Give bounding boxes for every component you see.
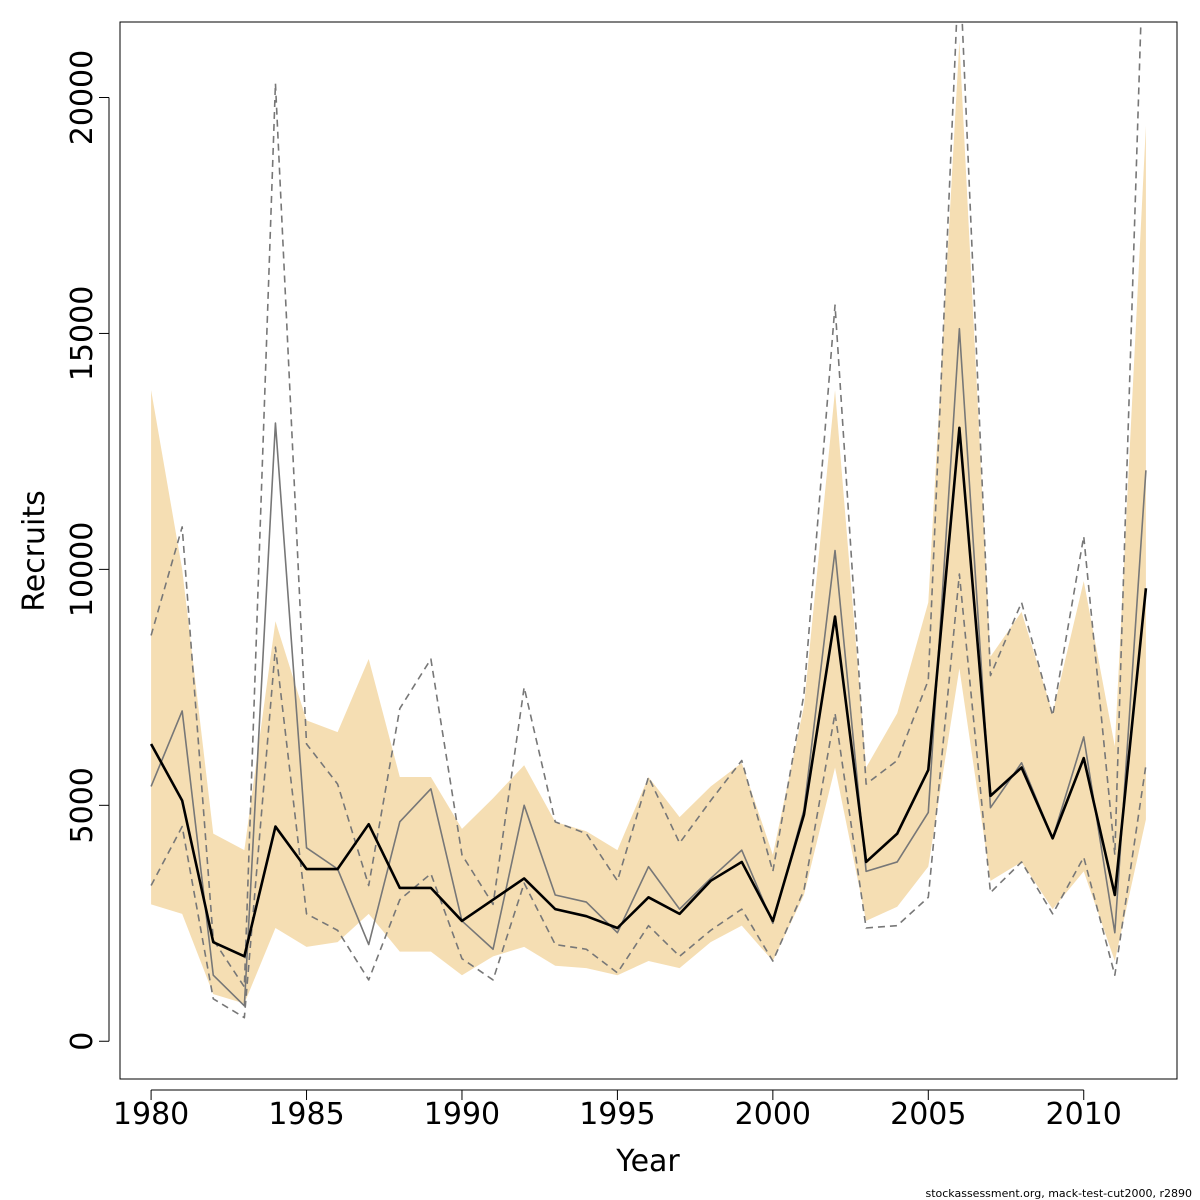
plot-area: [149, 22, 1148, 1019]
dashed-bound-line-3: [150, 22, 1142, 988]
y-tick-label: 20000: [65, 50, 100, 145]
grey-estimate-line: [150, 327, 1147, 1007]
y-tick-label: 0: [65, 1032, 100, 1051]
y-axis-title: Recruits: [17, 490, 52, 612]
x-axis-title: Year: [615, 1144, 680, 1179]
median-line: [149, 426, 1148, 958]
x-tick-label: 1980: [113, 1097, 189, 1132]
footer-text: stockassessment.org, mack-test-cut2000, …: [925, 1187, 1192, 1200]
x-tick-label: 2005: [890, 1097, 966, 1132]
plot-frame: [119, 21, 1178, 1080]
y-axis: 0 5000 10000 15000 20000: [65, 50, 110, 1051]
x-tick-label: 1990: [424, 1097, 500, 1132]
x-tick-label: 2010: [1046, 1097, 1122, 1132]
confidence-band: [151, 40, 1146, 1004]
y-tick-label: 5000: [65, 767, 100, 843]
x-tick-label: 2000: [735, 1097, 811, 1132]
x-tick-label: 1995: [579, 1097, 655, 1132]
dashed-bound-line-2: [150, 573, 1147, 1019]
x-axis: 1980 1985 1990 1995 2000 2005 2010: [113, 1089, 1122, 1132]
y-tick-label: 10000: [65, 522, 100, 617]
y-tick-label: 15000: [65, 286, 100, 381]
x-tick-label: 1985: [268, 1097, 344, 1132]
